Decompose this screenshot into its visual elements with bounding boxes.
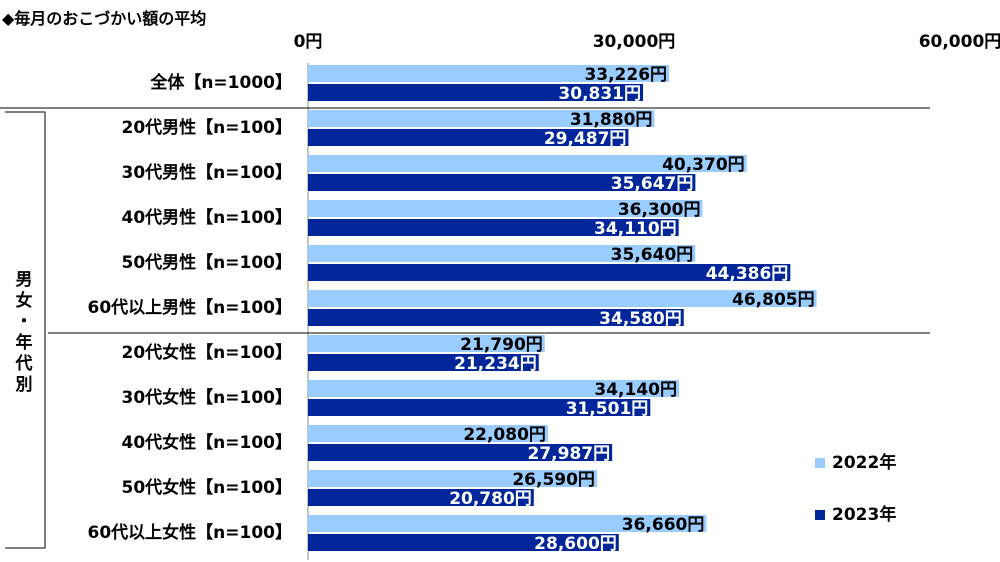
bar-value-label: 34,140円: [594, 380, 677, 400]
bar-2023: [308, 444, 613, 461]
bar-value-label: 44,386円: [706, 264, 789, 284]
legend: 2022年 2023年: [815, 452, 896, 525]
category-label: 全体【n=1000】: [149, 72, 292, 93]
category-label: 20代女性【n=100】: [122, 342, 293, 363]
bar-2023: [308, 264, 791, 281]
bar-2022: [308, 200, 703, 217]
category-label: 40代男性【n=100】: [122, 207, 293, 228]
bar-value-label: 36,300円: [618, 200, 701, 220]
group-label-char: 女: [16, 290, 33, 311]
legend-label: 2022年: [832, 452, 896, 473]
bar-value-label: 35,647円: [611, 174, 694, 194]
bar-2023: [308, 354, 539, 371]
bar-2022: [308, 335, 545, 352]
bar-value-label: 31,880円: [570, 110, 653, 130]
group-label-char: ・: [16, 312, 33, 332]
bar-value-label: 34,110円: [594, 219, 677, 239]
bar-2022: [308, 110, 655, 127]
bar-value-label: 26,590円: [512, 470, 595, 490]
bar-2023: [308, 129, 629, 146]
bar-2023: [308, 309, 684, 326]
bar-2022: [308, 65, 670, 82]
bar-2022: [308, 470, 597, 487]
bar-2023: [308, 534, 619, 551]
group-label-char: 代: [15, 353, 33, 374]
category-label: 20代男性【n=100】: [122, 117, 293, 138]
category-label: 60代以上女性【n=100】: [88, 522, 293, 543]
bar-labels: 33,226円 31,880円 40,370円 36,300円 35,640円 46,80…: [449, 65, 814, 554]
category-label: 30代女性【n=100】: [122, 387, 293, 408]
x-tick-label: 30,000円: [593, 32, 676, 52]
category-labels: 全体【n=1000】 20代男性【n=100】 30代男性【n=100】 40代男性【…: [88, 72, 293, 543]
bar-value-label: 21,790円: [460, 335, 543, 355]
bar-value-label: 28,600円: [534, 534, 617, 554]
bar-value-label: 21,234円: [454, 354, 537, 374]
bar-value-label: 36,660円: [622, 515, 705, 535]
bar-value-label: 20,780円: [449, 489, 532, 509]
bar-2022: [308, 515, 707, 532]
bar-value-label: 40,370円: [662, 155, 745, 175]
category-label: 50代女性【n=100】: [122, 477, 293, 498]
bar-value-label: 33,226円: [584, 65, 667, 85]
bar-2023: [308, 174, 696, 191]
bar-2023: [308, 219, 679, 236]
group-label: 男女・年代別: [15, 270, 33, 395]
bar-value-label: 29,487円: [544, 129, 627, 149]
bar-2023: [308, 489, 534, 506]
legend-swatch: [815, 458, 825, 468]
axis-ticks: 0円 30,000円 60,000円: [294, 32, 1000, 52]
group-label-char: 年: [16, 332, 33, 353]
x-tick-label: 60,000円: [919, 32, 1000, 52]
category-label: 50代男性【n=100】: [122, 252, 293, 273]
group-label-char: 別: [15, 375, 33, 395]
bar-value-label: 27,987円: [528, 444, 611, 464]
chart-title: ◆毎月のおこづかい額の平均: [2, 9, 206, 28]
category-label: 30代男性【n=100】: [122, 162, 293, 183]
group-bracket: [5, 111, 46, 549]
category-label: 60代以上男性【n=100】: [88, 297, 293, 318]
legend-label: 2023年: [832, 504, 896, 525]
bar-2022: [308, 155, 747, 172]
legend-swatch: [815, 510, 825, 520]
bar-2022: [308, 245, 696, 262]
bar-value-label: 22,080円: [463, 425, 546, 445]
bar-2023: [308, 84, 644, 101]
category-label: 40代女性【n=100】: [122, 432, 293, 453]
bars: [308, 65, 817, 551]
bar-2022: [308, 290, 817, 307]
bar-value-label: 35,640円: [611, 245, 694, 265]
bar-value-label: 31,501円: [566, 399, 649, 419]
bar-value-label: 34,580円: [599, 309, 682, 329]
bar-value-label: 30,831円: [558, 84, 641, 104]
bar-2022: [308, 380, 679, 397]
bar-value-label: 46,805円: [732, 290, 815, 310]
bar-2023: [308, 399, 651, 416]
group-label-char: 男: [16, 270, 33, 290]
x-tick-label: 0円: [294, 32, 323, 52]
bar-2022: [308, 425, 548, 442]
